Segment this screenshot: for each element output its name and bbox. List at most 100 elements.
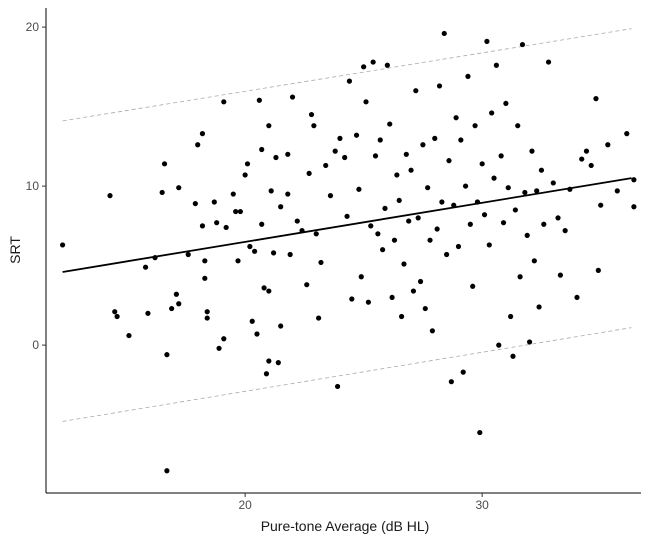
prediction-bands [62, 28, 632, 422]
data-point [489, 110, 495, 116]
data-point [486, 242, 492, 248]
data-point [529, 148, 535, 154]
data-point [503, 100, 509, 107]
data-point [318, 259, 324, 266]
data-point [164, 468, 170, 474]
data-point [199, 131, 206, 137]
data-point [451, 202, 457, 208]
data-point [221, 99, 227, 105]
data-point [382, 205, 388, 211]
data-point [389, 294, 395, 301]
data-point [368, 223, 374, 229]
data-point [401, 261, 407, 267]
y-axis-title: SRT [7, 236, 23, 264]
data-point [337, 135, 343, 141]
data-point [142, 264, 149, 270]
data-point [398, 313, 405, 320]
data-point [460, 369, 466, 375]
data-point [185, 251, 191, 258]
data-point [270, 250, 277, 256]
data-point [550, 180, 556, 186]
data-point [375, 231, 381, 237]
data-point [624, 131, 630, 137]
data-point [517, 274, 523, 280]
data-point [285, 191, 291, 197]
data-point [579, 156, 585, 162]
data-point [261, 285, 267, 291]
data-point [465, 73, 471, 79]
data-point [289, 94, 296, 100]
data-point [498, 153, 504, 159]
data-point [308, 111, 315, 118]
lower-prediction-band [62, 327, 632, 422]
y-tick-label: 0 [32, 338, 39, 352]
data-point [408, 167, 414, 173]
data-point [427, 237, 433, 243]
data-point [299, 228, 305, 234]
data-point [313, 231, 319, 237]
data-point [512, 207, 518, 213]
data-point [192, 200, 198, 207]
data-point [526, 339, 533, 345]
data-point [631, 177, 637, 183]
data-point [593, 96, 599, 102]
data-point [202, 258, 208, 264]
data-point [353, 132, 360, 138]
data-point [235, 258, 241, 264]
data-point [361, 64, 367, 70]
data-point [287, 251, 293, 258]
data-point [252, 248, 258, 254]
data-point [349, 296, 355, 302]
data-point [223, 224, 229, 231]
data-point [278, 204, 284, 210]
data-point [484, 38, 490, 44]
data-point [316, 315, 322, 321]
data-point [377, 137, 383, 143]
data-point [221, 336, 227, 342]
data-point [429, 328, 435, 334]
data-point [346, 78, 353, 84]
data-point [230, 191, 236, 197]
data-point [363, 99, 369, 105]
data-point [413, 88, 419, 94]
data-point [387, 121, 393, 127]
data-point [432, 135, 438, 141]
data-point [403, 151, 409, 157]
data-point [126, 332, 132, 339]
data-point [344, 213, 350, 219]
data-point [441, 30, 447, 37]
data-point [524, 232, 530, 238]
data-point [356, 186, 362, 192]
fit-line-layer [62, 177, 632, 273]
data-point [275, 360, 281, 366]
data-point [107, 193, 113, 199]
data-point [562, 228, 568, 234]
data-point [195, 142, 201, 148]
data-point [515, 123, 521, 129]
data-point [327, 193, 334, 199]
data-point [555, 215, 561, 221]
data-point [259, 146, 265, 153]
data-point [176, 301, 182, 307]
data-point [434, 226, 440, 232]
data-point [202, 275, 208, 281]
data-point [266, 123, 272, 129]
data-point [531, 258, 537, 264]
data-point [244, 161, 251, 167]
data-point [422, 305, 428, 312]
data-point [266, 358, 272, 364]
x-tick-label: 30 [475, 498, 489, 512]
data-point [380, 247, 386, 253]
data-point [273, 154, 279, 161]
data-point [161, 161, 168, 167]
y-tick-label: 20 [26, 20, 40, 34]
data-point [439, 199, 445, 205]
data-point [334, 383, 341, 390]
data-point [112, 309, 118, 315]
data-point [583, 148, 590, 154]
data-point [323, 162, 329, 169]
data-point [574, 294, 580, 301]
data-point [557, 272, 564, 278]
data-point [598, 202, 604, 208]
data-point [145, 310, 151, 316]
